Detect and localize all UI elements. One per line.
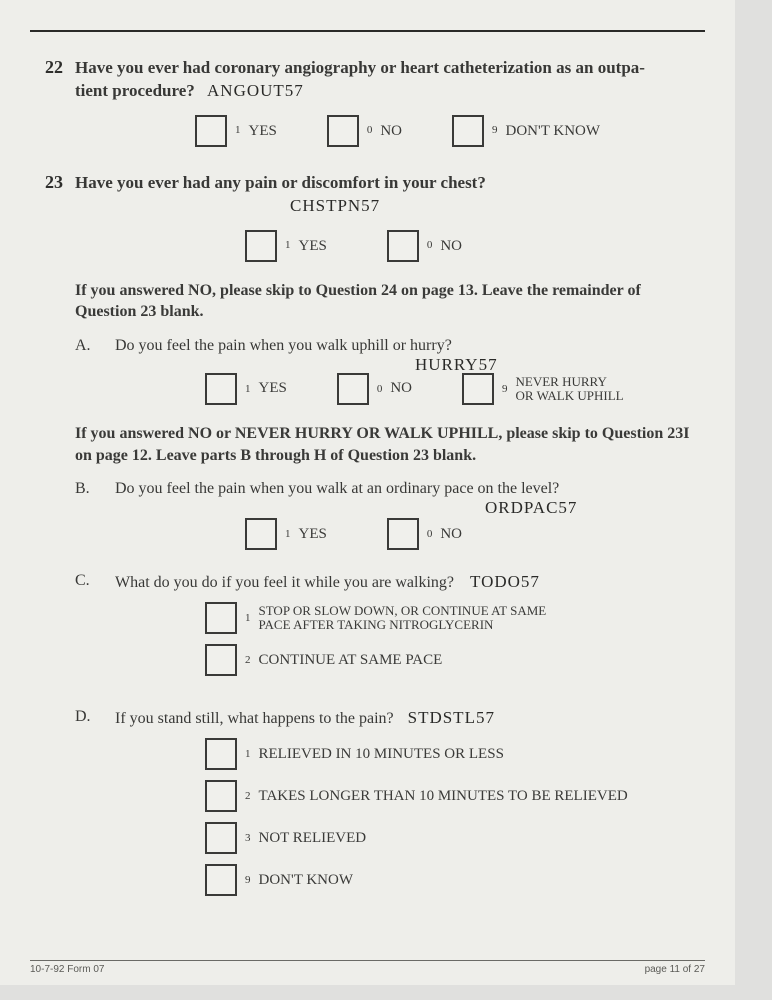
q23-skip-instruction-1: If you answered NO, please skip to Quest… (75, 280, 705, 323)
q23b-opt-no[interactable]: 0 NO (387, 518, 462, 550)
q23c-opt-2[interactable]: 2 CONTINUE AT SAME PACE (205, 644, 705, 676)
q23a-yes-num: 1 (245, 383, 251, 395)
q23b: B. Do you feel the pain when you walk at… (75, 480, 705, 550)
q23a-opt-yes[interactable]: 1 YES (205, 373, 287, 405)
q23b-yes-num: 1 (285, 528, 291, 540)
checkbox-icon (387, 230, 419, 262)
page-footer: 10-7-92 Form 07 page 11 of 27 (30, 960, 705, 975)
q23d-opt4-label: DON'T KNOW (259, 872, 354, 889)
q23a-no-num: 0 (377, 383, 383, 395)
q23d-opt1-num: 1 (245, 748, 251, 760)
q23c-text: What do you do if you feel it while you … (115, 574, 454, 591)
checkbox-icon (205, 602, 237, 634)
q23-no-num: 0 (427, 238, 433, 253)
checkbox-icon (205, 373, 237, 405)
checkbox-icon (205, 738, 237, 770)
q22-opt-yes[interactable]: 1 YES (195, 115, 277, 147)
checkbox-icon (452, 115, 484, 147)
q23d-opt1-label: RELIEVED IN 10 MINUTES OR LESS (259, 746, 504, 763)
q23-skip-instruction-2: If you answered NO or NEVER HURRY OR WAL… (75, 423, 705, 466)
footer-page-number: page 11 of 27 (645, 964, 705, 975)
q23a-no-label: NO (390, 380, 412, 397)
footer-form-id: 10-7-92 Form 07 (30, 964, 104, 975)
q23c-handwritten-code: TODO57 (470, 572, 540, 592)
q23d-opt3-num: 3 (245, 832, 251, 844)
checkbox-icon (205, 822, 237, 854)
q22-no-label: NO (380, 121, 402, 141)
q22-text-line1: Have you ever had coronary angiography o… (75, 57, 705, 80)
q22-no-num: 0 (367, 123, 373, 138)
q23a-opt-no[interactable]: 0 NO (337, 373, 412, 405)
q23c-opt1-l1: STOP OR SLOW DOWN, OR CONTINUE AT SAME (259, 603, 547, 618)
q23a-never-l1: NEVER HURRY (516, 374, 607, 389)
q23-opt-yes[interactable]: 1 YES (245, 230, 327, 262)
q23-handwritten-code: CHSTPN57 (290, 195, 705, 218)
q22-text-line2: tient procedure? (75, 81, 195, 100)
q22-dk-label: DON'T KNOW (506, 121, 601, 141)
question-22: 22 Have you ever had coronary angiograph… (30, 57, 705, 147)
q22-yes-label: YES (249, 121, 277, 141)
q22-yes-num: 1 (235, 123, 241, 138)
q23b-no-num: 0 (427, 528, 433, 540)
checkbox-icon (387, 518, 419, 550)
q23d-opt2-num: 2 (245, 790, 251, 802)
q23b-letter: B. (75, 480, 115, 550)
q23b-no-label: NO (440, 526, 462, 543)
top-divider (30, 30, 705, 32)
checkbox-icon (245, 518, 277, 550)
q23a-opt-never[interactable]: 9 NEVER HURRY OR WALK UPHILL (462, 373, 624, 405)
checkbox-icon (205, 644, 237, 676)
checkbox-icon (462, 373, 494, 405)
q23d-text: If you stand still, what happens to the … (115, 710, 394, 727)
q23a-never-l2: OR WALK UPHILL (516, 388, 624, 403)
page-container: 22 Have you ever had coronary angiograph… (0, 0, 735, 985)
q23a: A. Do you feel the pain when you walk up… (75, 337, 705, 405)
checkbox-icon (205, 780, 237, 812)
q23-opt-no[interactable]: 0 NO (387, 230, 462, 262)
checkbox-icon (205, 864, 237, 896)
q23c-opt1-l2: PACE AFTER TAKING NITROGLYCERIN (259, 617, 494, 632)
q23c-opt-1[interactable]: 1 STOP OR SLOW DOWN, OR CONTINUE AT SAME… (205, 602, 705, 634)
checkbox-icon (327, 115, 359, 147)
q23b-yes-label: YES (299, 526, 327, 543)
q23c-opt2-label: CONTINUE AT SAME PACE (259, 652, 443, 669)
q23d-opt4-num: 9 (245, 874, 251, 886)
q23d-opt-2[interactable]: 2 TAKES LONGER THAN 10 MINUTES TO BE REL… (205, 780, 705, 812)
q23a-text: Do you feel the pain when you walk uphil… (115, 337, 452, 354)
checkbox-icon (195, 115, 227, 147)
q23-text: Have you ever had any pain or discomfort… (75, 172, 705, 195)
q23-yes-label: YES (299, 236, 327, 256)
q23c-letter: C. (75, 572, 115, 686)
q23a-handwritten-code: HURRY57 (415, 355, 498, 375)
q23d-opt-1[interactable]: 1 RELIEVED IN 10 MINUTES OR LESS (205, 738, 705, 770)
q23a-letter: A. (75, 337, 115, 405)
q23d-handwritten-code: STDSTL57 (408, 708, 495, 728)
q23-number: 23 (30, 172, 75, 193)
q23d-opt3-label: NOT RELIEVED (259, 830, 367, 847)
q23-no-label: NO (440, 236, 462, 256)
q23d-letter: D. (75, 708, 115, 906)
q23c-opt2-num: 2 (245, 654, 251, 666)
q23d-opt2-label: TAKES LONGER THAN 10 MINUTES TO BE RELIE… (259, 788, 628, 805)
q23-yes-num: 1 (285, 238, 291, 253)
q23b-text: Do you feel the pain when you walk at an… (115, 480, 559, 497)
q22-dk-num: 9 (492, 123, 498, 138)
q23d-opt-3[interactable]: 3 NOT RELIEVED (205, 822, 705, 854)
q23b-opt-yes[interactable]: 1 YES (245, 518, 327, 550)
q23a-yes-label: YES (259, 380, 287, 397)
q22-handwritten-code: ANGOUT57 (207, 80, 304, 103)
q22-opt-no[interactable]: 0 NO (327, 115, 402, 147)
q23d: D. If you stand still, what happens to t… (75, 708, 705, 906)
checkbox-icon (245, 230, 277, 262)
question-23: 23 Have you ever had any pain or discomf… (30, 172, 705, 906)
q23c-opt1-num: 1 (245, 612, 251, 624)
q23d-opt-4[interactable]: 9 DON'T KNOW (205, 864, 705, 896)
q22-opt-dontknow[interactable]: 9 DON'T KNOW (452, 115, 600, 147)
q22-number: 22 (30, 57, 75, 78)
checkbox-icon (337, 373, 369, 405)
q23a-never-num: 9 (502, 383, 508, 395)
q23c: C. What do you do if you feel it while y… (75, 572, 705, 686)
q23b-handwritten-code: ORDPAC57 (485, 498, 577, 518)
